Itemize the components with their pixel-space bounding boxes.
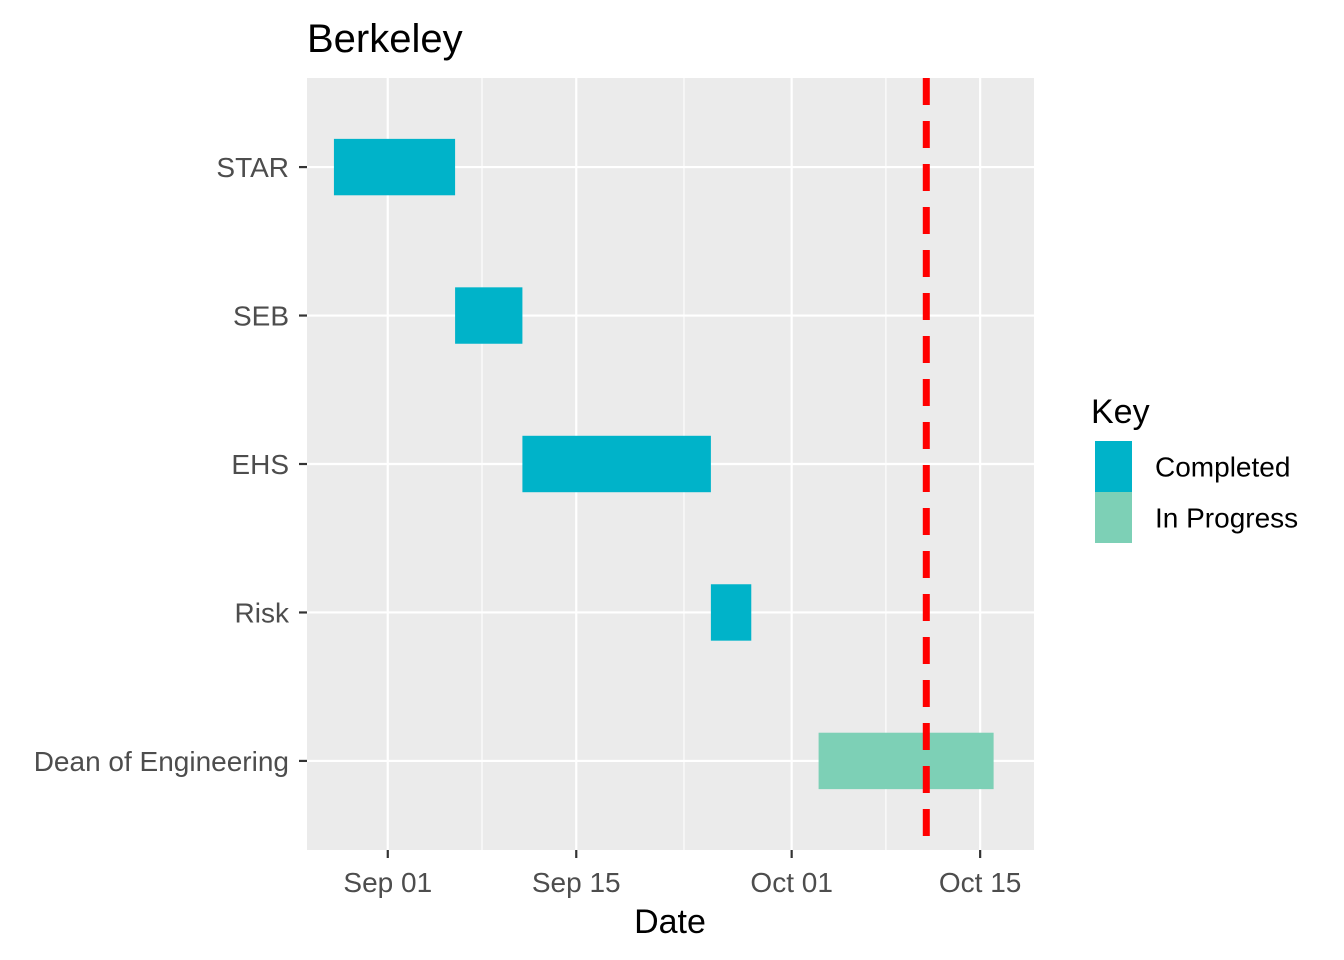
legend-title: Key (1091, 393, 1150, 431)
x-tick-label: Oct 15 (939, 867, 1021, 898)
y-tick-label: SEB (233, 301, 289, 332)
y-tick-label: Risk (235, 597, 290, 628)
task-bar (818, 732, 994, 790)
x-axis: Sep 01 Sep 15 Oct 01 Oct 15 (343, 850, 1021, 898)
x-tick-label: Sep 15 (532, 867, 621, 898)
y-tick-label: STAR (216, 152, 289, 183)
x-axis-title: Date (634, 903, 706, 941)
legend-label: Completed (1155, 452, 1290, 483)
legend-key (1095, 441, 1132, 492)
task-bar (455, 287, 523, 344)
legend-label: In Progress (1155, 503, 1298, 534)
task-bars (333, 138, 994, 790)
task-bar (710, 584, 752, 641)
y-tick-label: EHS (231, 449, 289, 480)
chart-title: Berkeley (307, 17, 463, 61)
legend-key (1095, 492, 1132, 543)
y-tick-label: Dean of Engineering (34, 746, 289, 777)
legend: Key Completed In Progress (1091, 393, 1298, 543)
y-axis: STAR SEB EHS Risk Dean of Engineering (34, 152, 307, 777)
task-bar (522, 435, 711, 493)
x-tick-label: Oct 01 (750, 867, 832, 898)
task-bar (333, 138, 456, 196)
x-tick-label: Sep 01 (343, 867, 432, 898)
